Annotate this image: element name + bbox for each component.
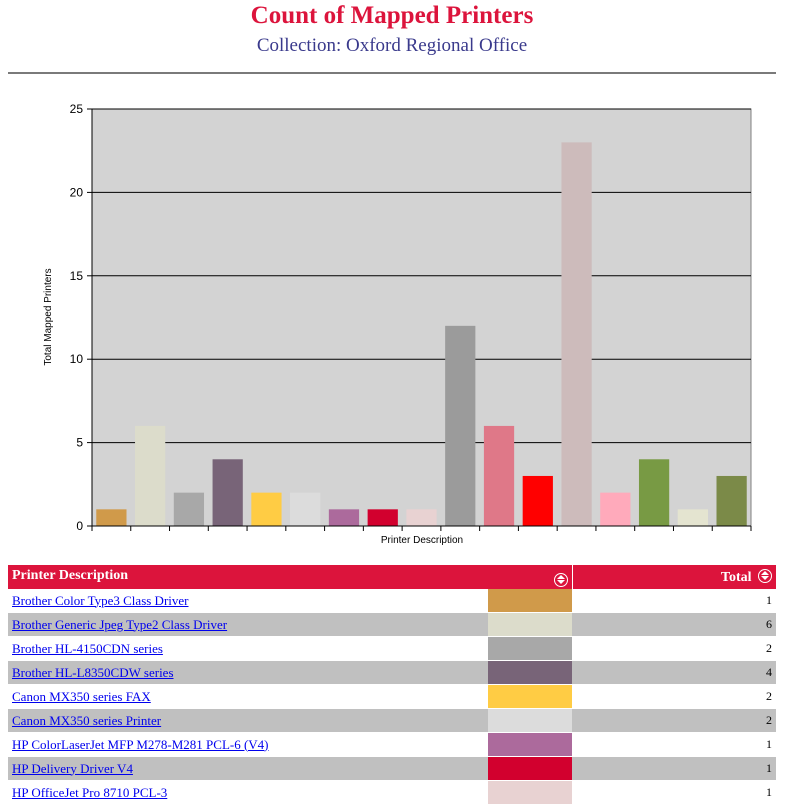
table-row: HP ColorLaserJet MFP M278-M281 PCL-6 (V4… — [8, 732, 776, 757]
bar[interactable]: 3 — [716, 475, 747, 526]
printer-link[interactable]: HP ColorLaserJet MFP M278-M281 PCL-6 (V4… — [12, 736, 269, 752]
description-cell: Canon MX350 series Printer — [8, 708, 488, 733]
color-swatch — [488, 708, 572, 733]
total-cell: 2 — [572, 684, 776, 709]
bar[interactable]: 1 — [677, 509, 708, 526]
color-swatch — [488, 756, 572, 781]
color-swatch — [488, 636, 572, 661]
table-row: Canon MX350 series FAX 2 — [8, 684, 776, 709]
color-swatch — [488, 684, 572, 709]
color-swatch — [488, 660, 572, 685]
table-row: HP OfficeJet Pro 8710 PCL-3 1 — [8, 780, 776, 805]
bars: Brother Color Type3 Class Driver: 1 Broth… — [96, 142, 747, 527]
color-swatch — [488, 589, 572, 613]
bar[interactable]: HP OfficeJet Pro 8710 PCL-3: 1 — [406, 509, 437, 526]
printer-link[interactable]: Brother Generic Jpeg Type2 Class Driver — [12, 616, 228, 632]
bar[interactable]: Canon MX350 series Printer: 2 — [290, 492, 321, 526]
total-cell: 2 — [572, 636, 776, 661]
color-swatch — [488, 780, 572, 805]
total-cell: 1 — [572, 780, 776, 805]
table-row: Brother Color Type3 Class Driver 1 — [8, 589, 776, 613]
bar[interactable]: Brother Generic Jpeg Type2 Class Driver:… — [135, 425, 166, 526]
color-swatch — [488, 732, 572, 757]
total-cell: 1 — [572, 589, 776, 613]
description-cell: HP Delivery Driver V4 — [8, 756, 488, 781]
column-header-total-label: Total — [720, 569, 752, 585]
bar[interactable]: HP ColorLaserJet MFP M278-M281 PCL-6 (V4… — [328, 509, 360, 526]
bar[interactable]: 2 — [600, 492, 631, 526]
y-axis-label: Total Mapped Printers — [43, 268, 54, 365]
report-title: Count of Mapped Printers — [250, 2, 534, 29]
bar[interactable]: 23 — [561, 142, 592, 527]
total-cell: 1 — [572, 756, 776, 781]
bar-chart: Brother Color Type3 Class Driver: 1 Broth… — [43, 102, 752, 546]
table-row: Brother HL-L8350CDW series 4 — [8, 660, 776, 685]
description-cell: HP OfficeJet Pro 8710 PCL-3 — [8, 780, 488, 805]
printer-link[interactable]: Brother Color Type3 Class Driver — [12, 592, 189, 608]
total-cell: 4 — [572, 660, 776, 685]
total-cell: 6 — [572, 612, 776, 637]
bar[interactable]: 4 — [638, 459, 670, 526]
x-axis-label: Printer Description — [381, 535, 463, 546]
y-tick-label: 15 — [70, 269, 84, 283]
x-axis-ticks — [91, 526, 752, 531]
bar[interactable]: HP Delivery Driver V4: 1 — [367, 509, 398, 526]
table-row: Brother HL-4150CDN series 2 — [8, 636, 776, 661]
description-cell: HP ColorLaserJet MFP M278-M281 PCL-6 (V4… — [8, 732, 488, 757]
printer-link[interactable]: Canon MX350 series Printer — [12, 712, 162, 728]
bar[interactable]: 3 — [522, 475, 553, 526]
description-cell: Brother Generic Jpeg Type2 Class Driver — [8, 612, 488, 637]
y-tick-label: 20 — [70, 185, 84, 199]
printer-link[interactable]: HP Delivery Driver V4 — [12, 760, 133, 776]
table-row: Canon MX350 series Printer 2 — [8, 708, 776, 733]
total-cell: 1 — [572, 732, 776, 757]
header-divider — [8, 72, 776, 74]
table-header-row: Printer Description Total — [8, 565, 777, 589]
column-header-description-label: Printer Description — [12, 567, 128, 583]
printer-table: Printer Description Total Brother Color … — [8, 565, 777, 805]
y-tick-label: 0 — [76, 519, 83, 533]
gridlines — [92, 108, 751, 444]
bar[interactable]: Brother Color Type3 Class Driver: 1 — [96, 509, 127, 526]
y-tick-label: 5 — [76, 436, 83, 450]
sort-icon[interactable] — [553, 572, 568, 587]
column-header-total[interactable]: Total — [572, 565, 777, 589]
description-cell: Brother Color Type3 Class Driver — [8, 589, 488, 613]
description-cell: Brother HL-4150CDN series — [8, 636, 488, 661]
bar[interactable]: 6 — [483, 425, 515, 526]
bar[interactable]: Canon MX350 series FAX: 2 — [251, 492, 282, 526]
bar[interactable]: 12 — [445, 325, 476, 526]
printer-link[interactable]: Brother HL-L8350CDW series — [12, 664, 174, 680]
y-axis-ticks: 0 5 10 15 20 25 — [70, 102, 92, 533]
table-row: HP Delivery Driver V4 1 — [8, 756, 776, 781]
description-cell: Brother HL-L8350CDW series — [8, 660, 488, 685]
sort-icon[interactable] — [757, 568, 772, 583]
printer-link[interactable]: Canon MX350 series FAX — [12, 688, 151, 704]
color-swatch — [488, 612, 572, 637]
printer-link[interactable]: HP OfficeJet Pro 8710 PCL-3 — [12, 784, 168, 800]
table-row: Brother Generic Jpeg Type2 Class Driver … — [8, 612, 776, 637]
plot-area — [91, 108, 752, 527]
bar[interactable]: Brother HL-L8350CDW series: 4 — [212, 459, 243, 526]
total-cell: 2 — [572, 708, 776, 733]
description-cell: Canon MX350 series FAX — [8, 684, 488, 709]
column-header-description[interactable]: Printer Description — [8, 565, 573, 589]
y-tick-label: 25 — [70, 102, 84, 116]
y-tick-label: 10 — [70, 352, 84, 366]
report-subtitle: Collection: Oxford Regional Office — [256, 35, 528, 56]
printer-link[interactable]: Brother HL-4150CDN series — [12, 640, 163, 656]
bar[interactable]: Brother HL-4150CDN series: 2 — [173, 492, 205, 526]
